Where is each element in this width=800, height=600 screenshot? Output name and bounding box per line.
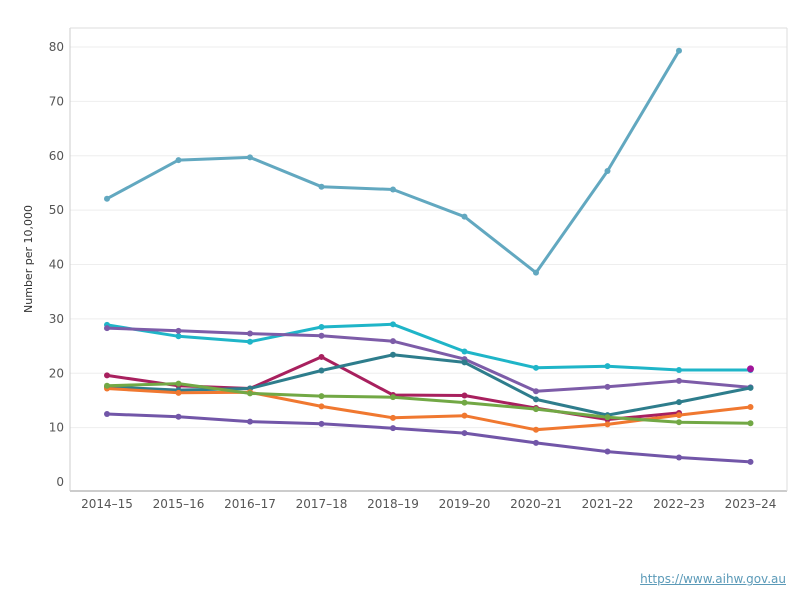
data-point[interactable] [461,348,468,355]
x-tick-label: 2017–18 [296,497,348,511]
data-point[interactable] [604,421,611,428]
data-point[interactable] [175,327,182,334]
data-point[interactable] [247,418,253,425]
x-tick-label: 2021–22 [582,497,634,511]
x-tick-label: 2019–20 [439,497,491,511]
series-line-5[interactable] [105,353,752,417]
data-point[interactable] [676,47,682,54]
data-point[interactable] [676,399,682,406]
y-tick-label: 50 [49,203,64,217]
data-point[interactable] [533,426,539,433]
data-point[interactable] [676,454,682,461]
data-point[interactable] [533,388,539,395]
x-tick-label: 2016–17 [224,497,276,511]
x-tick-label: 2022–23 [653,497,705,511]
data-point[interactable] [175,157,182,164]
data-point[interactable] [747,458,754,465]
x-tick-label: 2018–19 [367,497,419,511]
y-tick-label: 30 [49,312,64,326]
x-tick-label: 2023–24 [725,497,777,511]
data-point[interactable] [604,448,611,455]
data-point[interactable] [104,372,110,379]
y-tick-labels: 0 10 20 30 40 50 60 70 80 [49,40,64,489]
series-line-2[interactable] [105,322,752,372]
series-line-7[interactable] [105,382,752,425]
data-point[interactable] [604,167,611,174]
data-point[interactable] [318,353,325,360]
data-point[interactable] [676,377,682,384]
y-tick-label: 20 [49,366,64,380]
series-line-8[interactable] [105,412,752,464]
data-point[interactable] [604,414,611,421]
data-point[interactable] [104,382,110,389]
data-point[interactable] [175,380,182,387]
data-point[interactable] [676,366,682,373]
series-markers [104,47,754,465]
data-point[interactable] [533,439,539,446]
y-tick-label: 10 [49,421,64,435]
data-point[interactable] [390,321,396,328]
data-point[interactable] [461,359,468,366]
data-point[interactable] [247,390,253,397]
y-axis-title: Number per 10,000 [22,205,35,313]
data-point[interactable] [676,412,682,419]
data-point[interactable] [747,403,754,410]
data-point[interactable] [461,213,468,220]
data-point[interactable] [533,269,539,276]
data-point[interactable] [676,419,682,426]
data-point[interactable] [461,430,468,437]
data-point[interactable] [104,195,110,202]
plot-frame [69,27,788,492]
data-point[interactable] [604,383,611,390]
data-point[interactable] [533,396,539,403]
data-point-extra[interactable] [747,365,754,373]
data-point[interactable] [247,154,253,161]
data-point[interactable] [390,394,396,401]
data-point[interactable] [533,406,539,413]
data-point[interactable] [318,332,325,339]
data-point[interactable] [318,324,325,331]
data-point[interactable] [461,412,468,419]
data-point[interactable] [390,425,396,432]
data-point[interactable] [247,330,253,337]
data-point[interactable] [533,364,539,371]
data-point[interactable] [461,392,468,399]
data-point[interactable] [247,338,253,345]
data-point[interactable] [175,389,182,396]
source-link[interactable]: https://www.aihw.gov.au [640,572,786,586]
x-tick-label: 2015–16 [153,497,205,511]
series-line-3[interactable] [105,326,752,393]
data-point[interactable] [175,333,182,340]
x-tick-label: 2020–21 [510,497,562,511]
data-point[interactable] [318,420,325,427]
y-tick-label: 0 [56,475,64,489]
y-tick-label: 60 [49,149,64,163]
data-point[interactable] [318,183,325,190]
data-point[interactable] [461,399,468,406]
data-point[interactable] [318,367,325,374]
data-point[interactable] [390,351,396,358]
data-point[interactable] [390,414,396,421]
data-point[interactable] [747,420,754,427]
series-lines [105,49,752,464]
data-point[interactable] [318,393,325,400]
gridlines [70,46,787,429]
data-point[interactable] [747,384,754,391]
data-point[interactable] [318,403,325,410]
x-tick-label: 2014–15 [81,497,133,511]
data-point[interactable] [104,411,110,418]
y-tick-label: 80 [49,40,64,54]
data-point[interactable] [175,413,182,420]
y-tick-label: 70 [49,94,64,108]
series-line-1[interactable] [105,49,681,275]
data-point[interactable] [604,363,611,370]
y-tick-label: 40 [49,258,64,272]
data-point[interactable] [390,186,396,193]
data-point[interactable] [390,338,396,345]
data-point[interactable] [104,325,110,332]
x-tick-labels: 2014–15 2015–16 2016–17 2017–18 2018–19 2019–… [81,497,776,511]
